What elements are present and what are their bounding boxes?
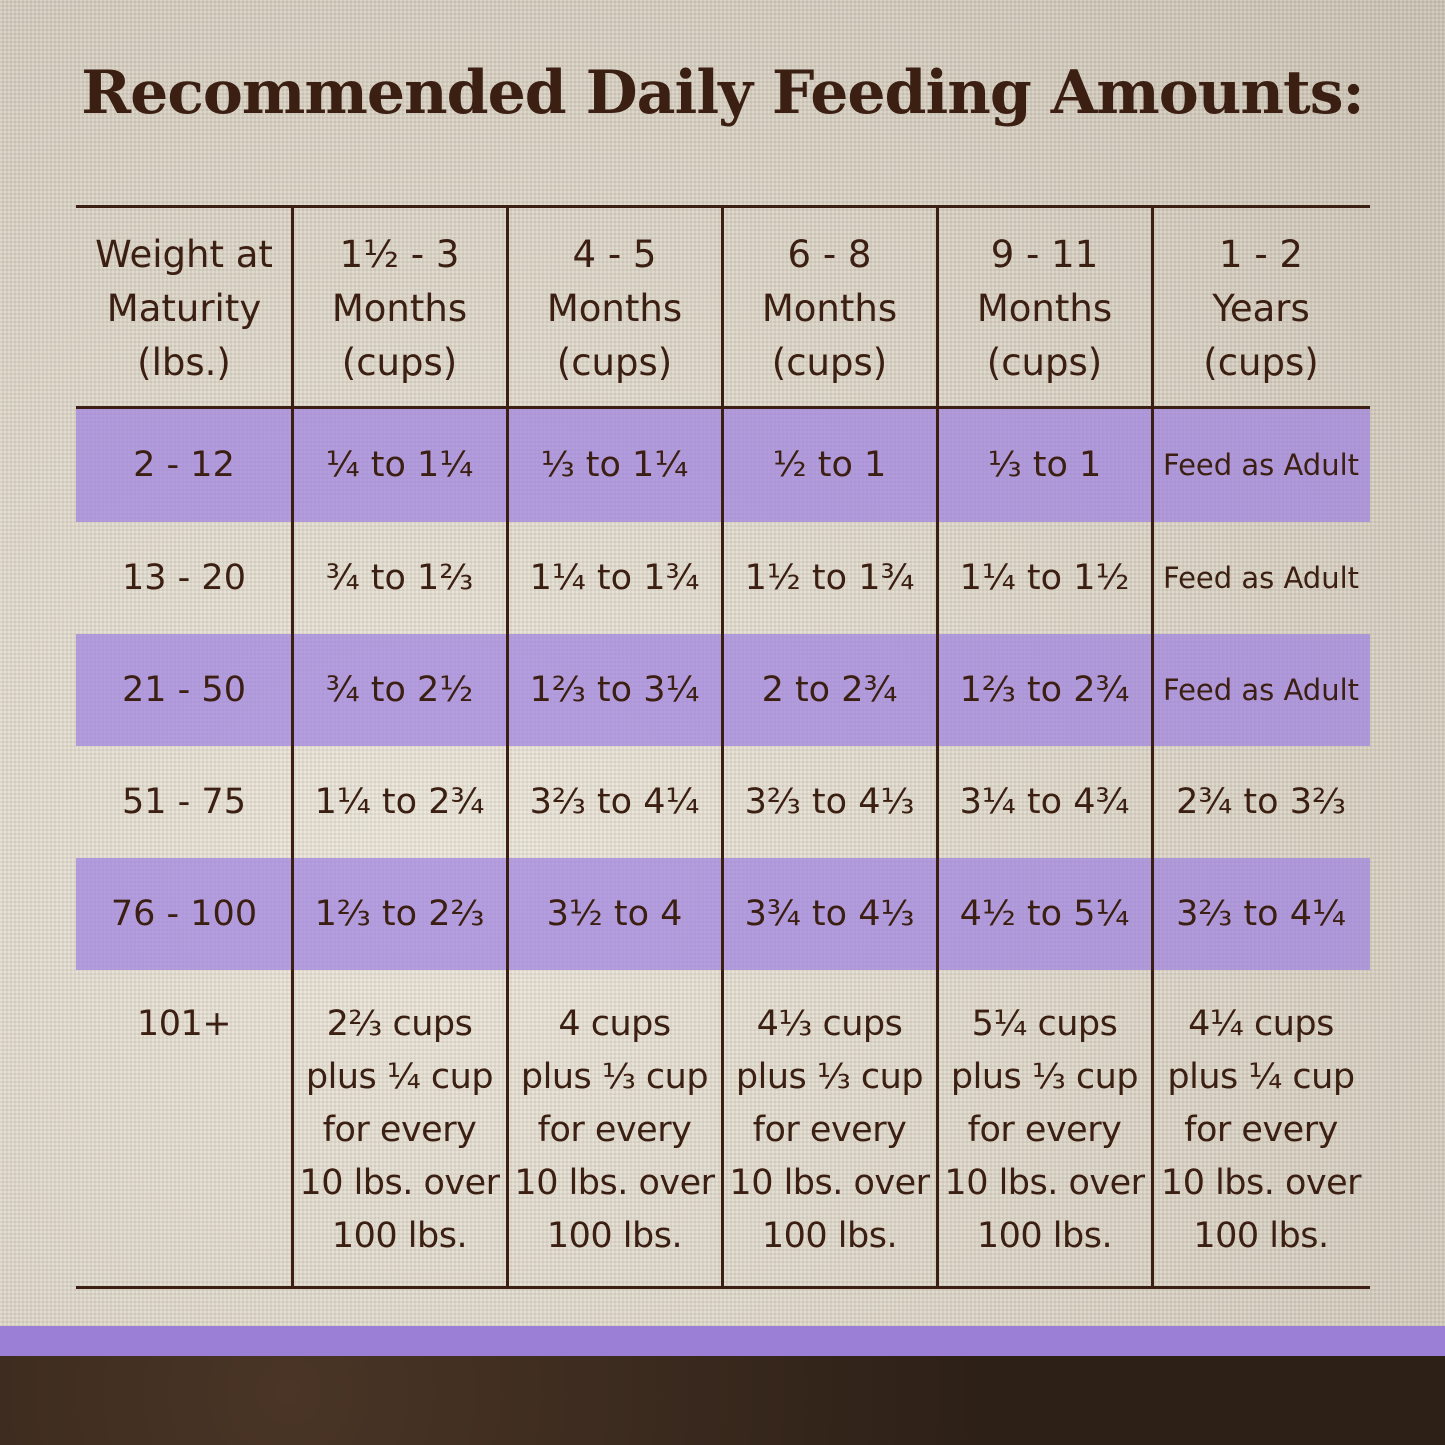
amount-cell: Feed as Adult — [1162, 560, 1360, 595]
amount-cell: ⅓ to 1 — [987, 444, 1102, 485]
amount-cell: 3¼ to 4¾ — [959, 781, 1130, 822]
column-rule — [1151, 205, 1154, 1288]
amount-cell: 3⅔ to 4¼ — [1176, 893, 1346, 934]
amount-cell: 2¾ to 3⅔ — [1176, 781, 1346, 822]
column-header: 1½ - 3 Months (cups) — [331, 233, 468, 384]
amount-cell: 1¼ to 2¾ — [314, 781, 485, 822]
weight-cell: 13 - 20 — [122, 557, 246, 598]
amount-cell: 3½ to 4 — [546, 893, 683, 934]
title: Recommended Daily Feeding Amounts: — [81, 58, 1364, 128]
amount-cell: 4⅓ cups plus ⅓ cup for every 10 lbs. ove… — [729, 1004, 930, 1256]
amount-cell: ¾ to 1⅔ — [325, 557, 474, 598]
amount-cell: 2⅔ cups plus ¼ cup for every 10 lbs. ove… — [299, 1004, 500, 1256]
amount-cell: 5¼ cups plus ⅓ cup for every 10 lbs. ove… — [944, 1004, 1145, 1256]
amount-cell: ¾ to 2½ — [325, 669, 474, 710]
column-header: 1 - 2 Years (cups) — [1203, 233, 1319, 384]
weight-cell: 101+ — [136, 1004, 232, 1044]
amount-cell: 4 cups plus ⅓ cup for every 10 lbs. over… — [514, 1004, 715, 1256]
purple-strip — [0, 1326, 1445, 1356]
amount-cell: ½ to 1 — [772, 444, 887, 485]
amount-cell: 1⅔ to 2⅔ — [314, 893, 485, 934]
column-rule — [506, 205, 509, 1288]
amount-cell: Feed as Adult — [1162, 447, 1360, 482]
amount-cell: 1¼ to 1¾ — [529, 557, 700, 598]
amount-cell: 3⅔ to 4⅓ — [744, 781, 915, 822]
amount-cell: 1½ to 1¾ — [744, 557, 915, 598]
weight-cell: 51 - 75 — [122, 781, 246, 822]
amount-cell: ¼ to 1¼ — [325, 444, 474, 485]
weight-cell: 76 - 100 — [110, 893, 258, 934]
column-header: 4 - 5 Months (cups) — [546, 233, 683, 384]
soil-footer — [0, 1356, 1445, 1445]
weight-cell: 21 - 50 — [122, 669, 246, 710]
amount-cell: 1¼ to 1½ — [959, 557, 1130, 598]
amount-cell: 4¼ cups plus ¼ cup for every 10 lbs. ove… — [1160, 1004, 1362, 1256]
column-header: Weight at Maturity (lbs.) — [95, 233, 273, 384]
amount-cell: 1⅔ to 3¼ — [529, 669, 700, 710]
amount-cell: 3¾ to 4⅓ — [744, 893, 915, 934]
amount-cell: 1⅔ to 2¾ — [959, 669, 1130, 710]
amount-cell: Feed as Adult — [1162, 672, 1360, 707]
column-header: 9 - 11 Months (cups) — [976, 233, 1113, 384]
column-rule — [721, 205, 724, 1288]
amount-cell: 3⅔ to 4¼ — [529, 781, 700, 822]
amount-cell: 2 to 2¾ — [761, 669, 898, 710]
column-rule — [936, 205, 939, 1288]
amount-cell: ⅓ to 1¼ — [540, 444, 689, 485]
column-header: 6 - 8 Months (cups) — [761, 233, 898, 384]
column-rule — [291, 205, 294, 1288]
weight-cell: 2 - 12 — [133, 444, 235, 485]
amount-cell: 4½ to 5¼ — [959, 893, 1130, 934]
